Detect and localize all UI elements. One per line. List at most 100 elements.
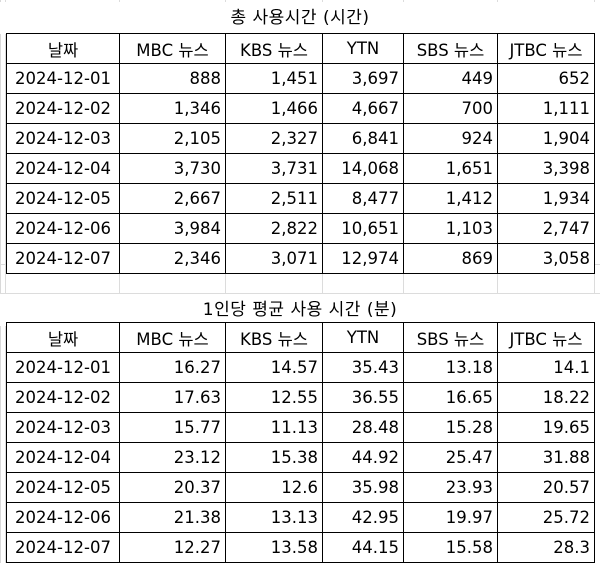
date-cell[interactable]: 2024-12-04	[6, 442, 120, 473]
value-cell[interactable]: 17.63	[119, 382, 226, 413]
date-cell[interactable]: 2024-12-02	[6, 93, 120, 124]
header-cell[interactable]: JTBC 뉴스	[497, 33, 595, 64]
value-cell[interactable]: 1,904	[497, 123, 595, 154]
date-cell[interactable]: 2024-12-05	[6, 472, 120, 503]
value-cell[interactable]: 1,412	[403, 183, 498, 214]
value-cell[interactable]: 3,984	[119, 213, 226, 244]
value-cell[interactable]: 11.13	[225, 412, 323, 443]
value-cell[interactable]: 14.57	[225, 352, 323, 383]
date-cell[interactable]: 2024-12-06	[6, 502, 120, 533]
value-cell[interactable]: 44.15	[322, 532, 404, 563]
value-cell[interactable]: 2,346	[119, 243, 226, 274]
value-cell[interactable]: 19.65	[497, 412, 595, 443]
value-cell[interactable]: 14,068	[322, 153, 404, 184]
value-cell[interactable]: 28.3	[497, 532, 595, 563]
value-cell[interactable]: 3,697	[322, 63, 404, 94]
value-cell[interactable]: 2,105	[119, 123, 226, 154]
date-cell[interactable]: 2024-12-02	[6, 382, 120, 413]
value-cell[interactable]: 3,730	[119, 153, 226, 184]
value-cell[interactable]: 6,841	[322, 123, 404, 154]
value-cell[interactable]: 2,747	[497, 213, 595, 244]
value-cell[interactable]: 31.88	[497, 442, 595, 473]
value-cell[interactable]: 12.27	[119, 532, 226, 563]
value-cell[interactable]: 28.48	[322, 412, 404, 443]
value-cell[interactable]: 13.18	[403, 352, 498, 383]
date-cell[interactable]: 2024-12-01	[6, 63, 120, 94]
header-cell[interactable]: SBS 뉴스	[403, 322, 498, 353]
value-cell[interactable]: 1,466	[225, 93, 323, 124]
value-cell[interactable]: 12.55	[225, 382, 323, 413]
value-cell[interactable]: 13.58	[225, 532, 323, 563]
value-cell[interactable]: 12,974	[322, 243, 404, 274]
date-cell[interactable]: 2024-12-05	[6, 183, 120, 214]
table-row: 2024-12-07 12.27 13.58 44.15 15.58 28.3	[6, 532, 595, 563]
table2-title: 1인당 평균 사용 시간 (분)	[0, 294, 600, 326]
value-cell[interactable]: 869	[403, 243, 498, 274]
value-cell[interactable]: 16.65	[403, 382, 498, 413]
value-cell[interactable]: 2,667	[119, 183, 226, 214]
value-cell[interactable]: 35.98	[322, 472, 404, 503]
header-cell[interactable]: YTN	[322, 33, 404, 64]
value-cell[interactable]: 2,327	[225, 123, 323, 154]
value-cell[interactable]: 1,346	[119, 93, 226, 124]
value-cell[interactable]: 21.38	[119, 502, 226, 533]
value-cell[interactable]: 20.37	[119, 472, 226, 503]
value-cell[interactable]: 888	[119, 63, 226, 94]
value-cell[interactable]: 18.22	[497, 382, 595, 413]
header-cell[interactable]: 날짜	[6, 322, 120, 353]
value-cell[interactable]: 1,934	[497, 183, 595, 214]
value-cell[interactable]: 8,477	[322, 183, 404, 214]
value-cell[interactable]: 25.47	[403, 442, 498, 473]
value-cell[interactable]: 924	[403, 123, 498, 154]
value-cell[interactable]: 20.57	[497, 472, 595, 503]
header-cell[interactable]: MBC 뉴스	[119, 322, 226, 353]
header-cell[interactable]: MBC 뉴스	[119, 33, 226, 64]
value-cell[interactable]: 44.92	[322, 442, 404, 473]
value-cell[interactable]: 4,667	[322, 93, 404, 124]
header-cell[interactable]: JTBC 뉴스	[497, 322, 595, 353]
value-cell[interactable]: 15.58	[403, 532, 498, 563]
grid-line	[322, 0, 323, 563]
value-cell[interactable]: 42.95	[322, 502, 404, 533]
header-cell[interactable]: 날짜	[6, 33, 120, 64]
date-cell[interactable]: 2024-12-01	[6, 352, 120, 383]
header-cell[interactable]: KBS 뉴스	[225, 33, 323, 64]
date-cell[interactable]: 2024-12-07	[6, 532, 120, 563]
value-cell[interactable]: 36.55	[322, 382, 404, 413]
value-cell[interactable]: 23.93	[403, 472, 498, 503]
date-cell[interactable]: 2024-12-03	[6, 412, 120, 443]
value-cell[interactable]: 3,071	[225, 243, 323, 274]
value-cell[interactable]: 652	[497, 63, 595, 94]
header-cell[interactable]: YTN	[322, 322, 404, 353]
date-cell[interactable]: 2024-12-07	[6, 243, 120, 274]
value-cell[interactable]: 16.27	[119, 352, 226, 383]
value-cell[interactable]: 35.43	[322, 352, 404, 383]
value-cell[interactable]: 1,103	[403, 213, 498, 244]
avg-usage-table: 날짜 MBC 뉴스 KBS 뉴스 YTN SBS 뉴스 JTBC 뉴스 2024…	[6, 322, 595, 563]
date-cell[interactable]: 2024-12-04	[6, 153, 120, 184]
value-cell[interactable]: 12.6	[225, 472, 323, 503]
value-cell[interactable]: 15.28	[403, 412, 498, 443]
value-cell[interactable]: 1,111	[497, 93, 595, 124]
value-cell[interactable]: 1,651	[403, 153, 498, 184]
value-cell[interactable]: 10,651	[322, 213, 404, 244]
value-cell[interactable]: 3,398	[497, 153, 595, 184]
value-cell[interactable]: 15.77	[119, 412, 226, 443]
value-cell[interactable]: 19.97	[403, 502, 498, 533]
value-cell[interactable]: 1,451	[225, 63, 323, 94]
value-cell[interactable]: 3,058	[497, 243, 595, 274]
value-cell[interactable]: 2,822	[225, 213, 323, 244]
value-cell[interactable]: 449	[403, 63, 498, 94]
value-cell[interactable]: 2,511	[225, 183, 323, 214]
value-cell[interactable]: 14.1	[497, 352, 595, 383]
value-cell[interactable]: 15.38	[225, 442, 323, 473]
date-cell[interactable]: 2024-12-03	[6, 123, 120, 154]
header-cell[interactable]: KBS 뉴스	[225, 322, 323, 353]
date-cell[interactable]: 2024-12-06	[6, 213, 120, 244]
value-cell[interactable]: 700	[403, 93, 498, 124]
header-cell[interactable]: SBS 뉴스	[403, 33, 498, 64]
value-cell[interactable]: 25.72	[497, 502, 595, 533]
value-cell[interactable]: 3,731	[225, 153, 323, 184]
value-cell[interactable]: 23.12	[119, 442, 226, 473]
value-cell[interactable]: 13.13	[225, 502, 323, 533]
